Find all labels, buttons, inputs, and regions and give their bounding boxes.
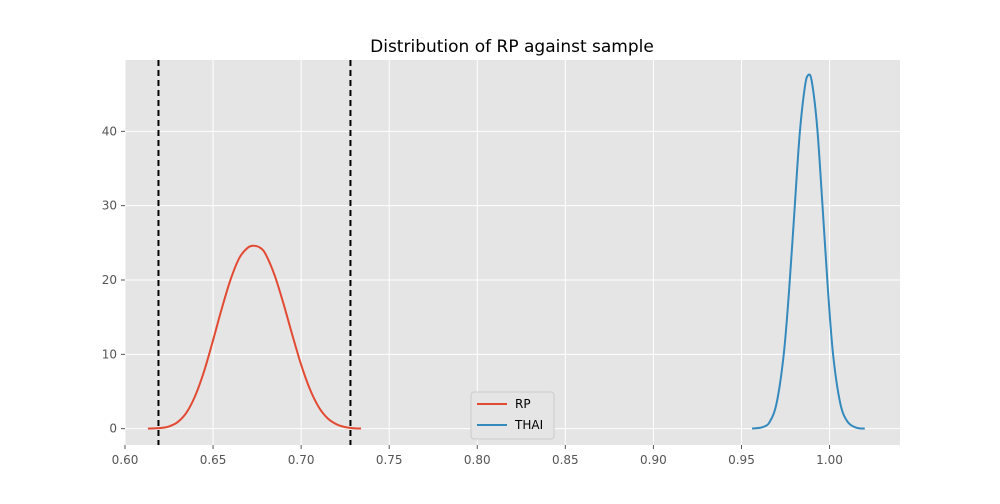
y-axis-ticks: 0 10 20 30 40 xyxy=(102,124,125,436)
grid-lines xyxy=(124,60,900,445)
chart-title: Distribution of RP against sample xyxy=(370,37,654,57)
x-tick-label: 0.70 xyxy=(288,453,315,467)
x-axis-ticks: 0.60 0.65 0.70 0.75 0.80 0.85 0.90 0.95 1.00 xyxy=(112,445,843,467)
legend: RP THAI xyxy=(470,391,555,440)
legend-label-thai: THAI xyxy=(514,418,543,432)
x-tick-label: 0.65 xyxy=(200,453,227,467)
series-line-thai xyxy=(751,73,865,430)
y-tick-label: 40 xyxy=(102,124,117,138)
x-tick-label: 0.60 xyxy=(112,453,139,467)
x-tick-label: 0.95 xyxy=(728,453,755,467)
y-tick-label: 0 xyxy=(109,422,117,436)
reference-lines xyxy=(157,60,352,445)
y-tick-label: 30 xyxy=(102,199,117,213)
plot-area xyxy=(125,60,900,445)
x-tick-label: 0.75 xyxy=(376,453,403,467)
x-tick-label: 1.00 xyxy=(816,453,843,467)
series-lines xyxy=(147,73,865,430)
legend-label-rp: RP xyxy=(515,397,531,411)
y-tick-label: 20 xyxy=(102,273,117,287)
x-tick-label: 0.90 xyxy=(640,453,667,467)
y-tick-label: 10 xyxy=(102,347,117,361)
x-tick-label: 0.80 xyxy=(464,453,491,467)
series-line-rp xyxy=(147,244,362,430)
x-tick-label: 0.85 xyxy=(552,453,579,467)
